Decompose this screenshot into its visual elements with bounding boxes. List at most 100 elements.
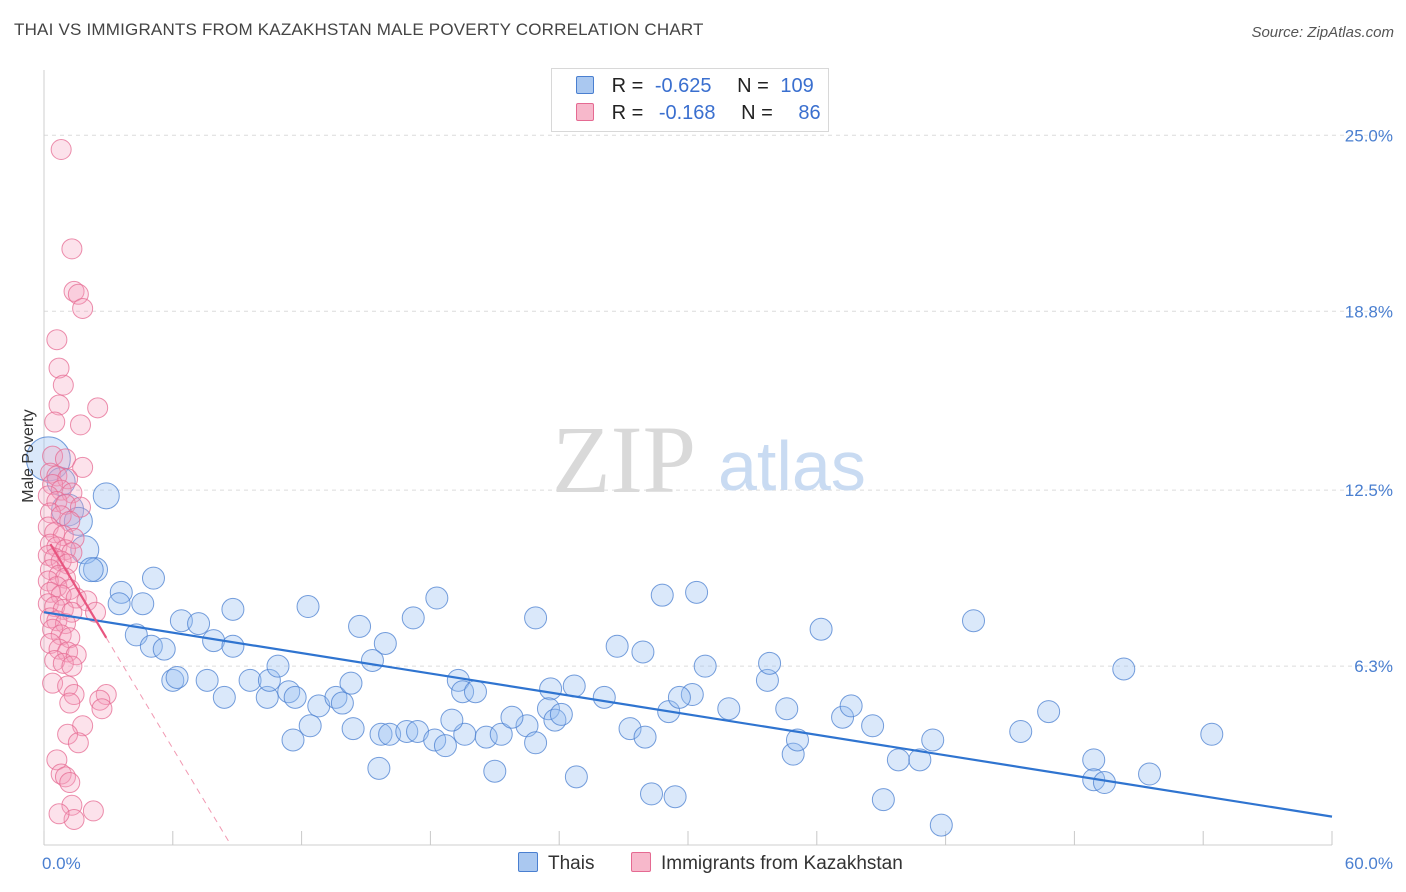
legend: R = -0.625 N = 109 R = -0.168 N = 86 — [551, 68, 829, 132]
thais-point — [489, 722, 513, 746]
thais-point — [257, 668, 281, 692]
thais-point — [536, 697, 560, 721]
y-tick-label: 12.5% — [1345, 481, 1393, 500]
thais-point — [451, 680, 475, 704]
thais-point — [663, 785, 687, 809]
legend-n-value: 86 — [798, 102, 821, 124]
thais-point — [283, 685, 307, 709]
kazakhstan-point — [82, 800, 104, 822]
kazakhstan-point — [85, 601, 107, 623]
thais-point — [1009, 719, 1033, 743]
trendlines — [43, 543, 1333, 846]
kazakhstan-point — [44, 411, 66, 433]
thais-point — [549, 702, 573, 726]
legend-swatch-thais — [576, 76, 594, 94]
thais-point — [524, 731, 548, 755]
thais-point — [463, 680, 487, 704]
kazakhstan-point — [54, 613, 76, 635]
thais-point — [539, 677, 563, 701]
kazakhstan-point — [95, 684, 117, 706]
kazakhstan-point — [91, 698, 113, 720]
thais-point — [348, 614, 372, 638]
kazakhstan-point — [69, 496, 91, 518]
thais-point — [423, 728, 447, 752]
series-thais — [25, 436, 1224, 837]
bottom-legend-thais: Thais — [518, 852, 594, 875]
thais-point — [861, 714, 885, 738]
legend-n-value: 109 — [780, 75, 814, 97]
thais-point — [367, 756, 391, 780]
thais-point — [809, 617, 833, 641]
thais-point — [562, 674, 586, 698]
kazakhstan-point — [67, 283, 89, 305]
thais-point — [238, 668, 262, 692]
thais-point — [92, 482, 120, 510]
kazakhstan-point — [59, 692, 81, 714]
kazakhstan-point — [59, 772, 81, 794]
thais-point — [618, 717, 642, 741]
thais-point — [592, 685, 616, 709]
thais-point — [298, 714, 322, 738]
kazakhstan-point — [57, 641, 79, 663]
watermark: ZIP atlas — [552, 406, 866, 513]
thais-point — [871, 788, 895, 812]
kazakhstan-point — [48, 638, 70, 660]
thais-point — [369, 722, 393, 746]
thais-point — [425, 586, 449, 610]
source-label: Source: ZipAtlas.com — [1251, 24, 1394, 41]
kazakhstan-point — [42, 445, 64, 467]
thais-point — [107, 592, 131, 616]
kazakhstan-point — [61, 238, 83, 260]
thais-point — [440, 708, 464, 732]
legend-swatch-kazakhstan — [576, 103, 594, 121]
thais-point — [195, 668, 219, 692]
bottom-swatch-thais — [518, 852, 538, 872]
thais-point — [1138, 762, 1162, 786]
kazakhstan-point — [69, 414, 91, 436]
thais-point — [266, 654, 290, 678]
thais-point — [360, 648, 384, 672]
thais-trendline — [43, 611, 1333, 818]
thais-point — [775, 697, 799, 721]
bottom-legend-label: Immigrants from Kazakhstan — [661, 853, 903, 874]
thais-point — [281, 728, 305, 752]
kazakhstan-point — [59, 510, 81, 532]
thais-point — [781, 742, 805, 766]
thais-point — [373, 631, 397, 655]
kazakhstan-point — [44, 649, 66, 671]
thais-point — [378, 722, 402, 746]
thais-point — [78, 557, 104, 583]
thais-point — [1082, 748, 1106, 772]
x-tick-marks — [43, 831, 1333, 845]
thais-point — [839, 694, 863, 718]
gridlines — [44, 134, 1392, 667]
thais-point — [255, 685, 279, 709]
thais-point — [296, 595, 320, 619]
thais-point — [131, 592, 155, 616]
thais-point — [341, 717, 365, 741]
thais-point — [401, 606, 425, 630]
kazakhstan-point — [57, 723, 79, 745]
thais-point — [693, 654, 717, 678]
thais-point — [605, 634, 629, 658]
kazakhstan-point — [50, 138, 72, 160]
kazakhstan-point — [57, 675, 79, 697]
y-axis-label: Male Poverty — [20, 409, 37, 502]
thais-point — [515, 714, 539, 738]
thais-point — [1200, 722, 1224, 746]
thais-point — [500, 705, 524, 729]
legend-row-thais: R = -0.625 N = 109 — [576, 75, 814, 98]
kazakhstan-point — [46, 329, 68, 351]
thais-point — [433, 734, 457, 758]
thais-point — [152, 637, 176, 661]
legend-n-label: N = — [737, 75, 769, 97]
thais-point — [221, 634, 245, 658]
thais-point — [165, 666, 189, 690]
x-tick-label: 60.0% — [1345, 854, 1393, 873]
watermark-atlas: atlas — [718, 427, 866, 505]
thais-point — [921, 728, 945, 752]
x-tick-labels: 0.0% 60.0% — [42, 854, 1393, 873]
thais-point — [929, 813, 953, 837]
kazakhstan-point — [52, 652, 74, 674]
